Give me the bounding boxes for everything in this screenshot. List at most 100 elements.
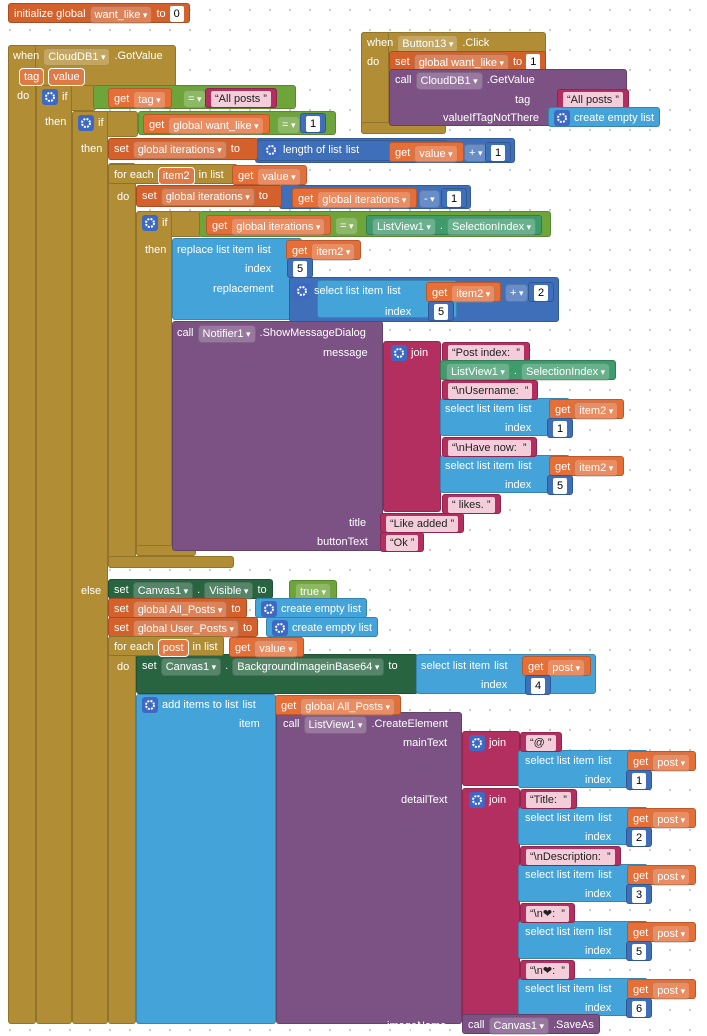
label: join (411, 347, 429, 359)
dropdown[interactable]: item2 (574, 402, 619, 420)
block: likes. (442, 494, 501, 514)
string: \nHave now: (448, 440, 531, 456)
label: get (555, 461, 571, 473)
dropdown[interactable]: CloudDB1 (415, 72, 483, 90)
block: do (362, 52, 384, 72)
label: list (242, 699, 256, 711)
gear-icon[interactable] (261, 601, 277, 617)
gear-icon[interactable] (272, 620, 288, 636)
label: then (145, 244, 167, 256)
label: to (243, 622, 253, 634)
label: . (513, 365, 517, 377)
label: replace list item (177, 244, 254, 256)
gear-icon[interactable] (469, 792, 485, 808)
dropdown[interactable]: want_like (89, 6, 153, 24)
gear-icon[interactable] (469, 735, 485, 751)
dropdown[interactable]: global iterations (317, 191, 412, 209)
gear (81, 118, 91, 128)
label: do (17, 90, 30, 102)
label: .CreateElement (371, 718, 448, 730)
dropdown[interactable]: - (419, 190, 440, 208)
string: \nDescription: (526, 849, 615, 865)
gear-icon[interactable] (391, 345, 407, 361)
dropdown[interactable]: = (335, 217, 359, 235)
dropdown[interactable]: global All_Posts (132, 601, 228, 619)
dropdown[interactable]: post (652, 868, 691, 886)
dropdown[interactable]: + (505, 284, 529, 302)
dropdown[interactable]: ListView1 (372, 218, 436, 236)
block: 4 (525, 675, 552, 695)
dropdown[interactable]: true (295, 583, 331, 601)
gear-icon[interactable] (554, 110, 570, 126)
gear-icon[interactable] (142, 215, 158, 231)
gear-icon[interactable] (294, 283, 310, 299)
label: list (494, 660, 508, 672)
dropdown[interactable]: Canvas1 (160, 658, 222, 676)
block: get global All_Posts (275, 695, 401, 716)
block: 1 (300, 113, 327, 133)
dropdown[interactable]: global iterations (231, 218, 326, 236)
block-body (462, 788, 520, 1024)
dropdown[interactable]: = (183, 90, 207, 108)
block: 1 (441, 188, 468, 208)
block: get item2 (549, 399, 625, 420)
dropdown[interactable]: value (414, 145, 458, 163)
dropdown[interactable]: Canvas1 (488, 1017, 549, 1035)
dropdown[interactable]: item2 (451, 285, 496, 303)
dropdown[interactable]: post (652, 811, 691, 829)
dropdown[interactable]: item2 (311, 243, 356, 261)
dropdown[interactable]: tag (133, 91, 166, 109)
label: set (395, 56, 410, 68)
block: 1 (485, 142, 512, 162)
block: get tag (108, 88, 172, 109)
dropdown[interactable]: value (254, 640, 298, 658)
label: to (388, 660, 398, 672)
block-body (36, 85, 72, 1024)
dropdown[interactable]: ListView1 (446, 363, 510, 381)
dropdown[interactable]: item2 (574, 459, 619, 477)
block: get value (229, 637, 304, 658)
gear-icon[interactable] (263, 142, 279, 158)
dropdown[interactable]: CloudDB1 (43, 48, 111, 66)
label: title (349, 517, 367, 529)
dropdown[interactable]: BackgroundImageinBase64 (232, 658, 385, 676)
number: 1 (447, 191, 462, 207)
dropdown[interactable]: global iterations (160, 188, 255, 206)
label: select list item (445, 460, 515, 472)
block: length of list list (258, 140, 364, 160)
block: get post (627, 751, 697, 772)
label: list (518, 460, 532, 472)
dropdown[interactable]: = (277, 116, 301, 134)
block: get global iterations (292, 188, 418, 209)
block-body (172, 238, 302, 320)
dropdown[interactable]: ListView1 (303, 716, 368, 734)
gear-icon[interactable] (78, 115, 94, 131)
block: 5 (287, 258, 314, 278)
label: get (555, 404, 571, 416)
block: + (459, 142, 492, 162)
gear-icon[interactable] (142, 697, 158, 713)
label: do (117, 661, 130, 673)
block: index (500, 475, 536, 495)
dropdown[interactable]: post (547, 659, 586, 677)
block: ListView1.SelectionIndex (440, 360, 617, 381)
label: get (292, 245, 308, 257)
dropdown[interactable]: global iterations (132, 141, 227, 159)
dropdown[interactable]: SelectionIndex (520, 363, 611, 381)
dropdown[interactable]: global User_Posts (132, 620, 239, 638)
dropdown[interactable]: Notifier1 (197, 325, 256, 343)
gear-icon[interactable] (42, 89, 58, 105)
block: select list item list (440, 456, 537, 476)
dropdown[interactable]: post (652, 982, 691, 1000)
label: get (633, 756, 649, 768)
dropdown[interactable]: global want_like (168, 117, 264, 135)
dropdown[interactable]: + (464, 144, 488, 162)
label: to (513, 56, 523, 68)
dropdown[interactable]: SelectionIndex (446, 218, 537, 236)
block: replace list item list (172, 240, 276, 260)
parameter: post (157, 639, 189, 657)
block: tag (510, 90, 535, 110)
dropdown[interactable]: value (257, 168, 301, 186)
dropdown[interactable]: post (652, 754, 691, 772)
dropdown[interactable]: post (652, 925, 691, 943)
